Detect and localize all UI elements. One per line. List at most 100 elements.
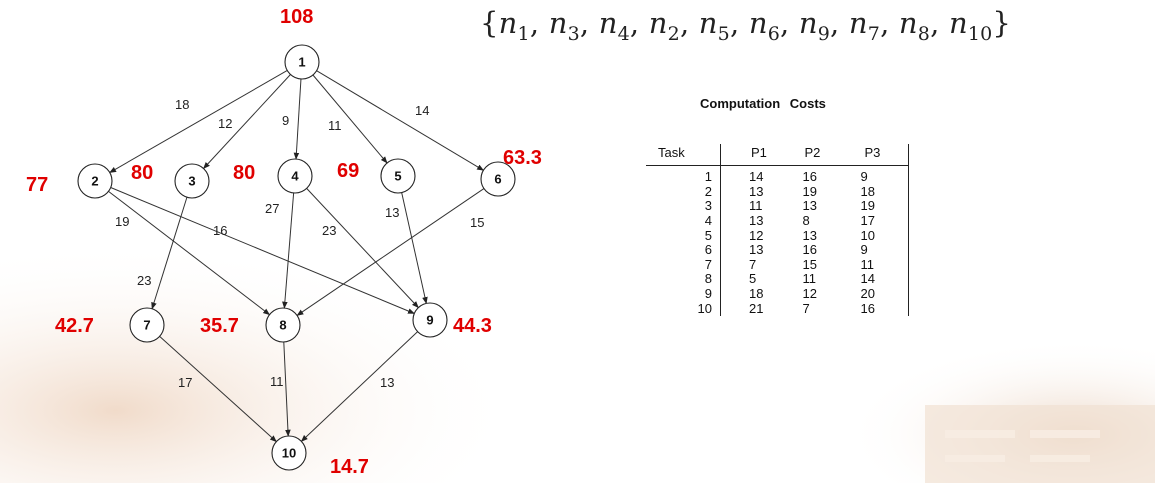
- header-task: Task: [646, 144, 721, 166]
- cell-p3: 14: [850, 272, 909, 287]
- cell-p3: 16: [850, 301, 909, 316]
- node-circle-2: [77, 163, 113, 199]
- table-row: 10 21 7 16: [646, 301, 909, 316]
- edge-weight-7-10: 17: [178, 375, 192, 390]
- set-close-brace: }: [992, 6, 1012, 40]
- edge-6-8: [296, 188, 485, 316]
- edge-7-10: [159, 336, 277, 443]
- cell-p2: 19: [802, 183, 817, 199]
- edge-weight-1-5: 11: [328, 118, 342, 133]
- edge-2-9: [110, 187, 415, 314]
- table-row: 2 13 19 18: [646, 185, 909, 200]
- node-7: 7: [129, 307, 165, 343]
- cell-p3: 9: [850, 243, 909, 258]
- rank-value-8: 35.7: [200, 315, 239, 337]
- edge-weight-3-7: 23: [137, 273, 151, 288]
- order-item-6: n6: [748, 6, 780, 45]
- table-row: 4 13 8 17: [646, 214, 909, 229]
- order-item-9: n9: [798, 6, 831, 45]
- node-1: 1: [284, 44, 320, 80]
- cell-p3: 20: [850, 287, 909, 302]
- rank-value-9: 44.3: [453, 315, 492, 337]
- cell-task: 4: [646, 214, 721, 229]
- edge-1-4: [293, 78, 302, 160]
- cell-p1: 14: [749, 169, 764, 185]
- edge-4-9: [306, 188, 419, 309]
- scheduling-order-formula: {n1, n3, n4, n2, n5, n6, n9, n7, n8, n10…: [480, 6, 1012, 45]
- table-row: 6 13 16 9: [646, 243, 909, 258]
- node-circle-7: [129, 307, 165, 343]
- edge-2-8: [108, 190, 271, 316]
- order-item-8: n8: [898, 6, 931, 45]
- node-circle-4: [277, 158, 313, 194]
- cell-p3: 19: [850, 199, 909, 214]
- computation-costs-title: Computation Costs: [700, 96, 826, 111]
- cell-task: 10: [646, 301, 721, 316]
- edge-3-7: [151, 197, 188, 310]
- cell-p1: 7: [749, 256, 757, 272]
- rank-value-10: 14.7: [330, 456, 369, 478]
- node-label-6: 6: [494, 172, 501, 187]
- table-row: 7 7 15 11: [646, 258, 909, 273]
- cell-p3: 11: [850, 258, 909, 273]
- table-row: 3 11 13 19: [646, 199, 909, 214]
- edge-4-8: [282, 192, 295, 309]
- cell-p2: 7: [802, 300, 810, 316]
- edge-weight-6-8: 15: [470, 215, 484, 230]
- cell-task: 7: [646, 258, 721, 273]
- table-row: 1 14 16 9: [646, 165, 909, 185]
- cell-p2: 8: [802, 213, 810, 229]
- header-p2: P2: [790, 144, 851, 166]
- node-label-4: 4: [291, 169, 299, 184]
- cell-task: 2: [646, 185, 721, 200]
- cell-p2: 15: [802, 256, 817, 272]
- cell-p3: 9: [850, 165, 909, 185]
- cell-p3: 10: [850, 228, 909, 243]
- rank-value-4: 80: [233, 162, 255, 184]
- rank-value-2: 77: [26, 174, 48, 196]
- cell-p2: 13: [802, 198, 817, 214]
- node-10: 10: [271, 435, 307, 471]
- edge-1-6: [316, 70, 485, 171]
- edge-weight-4-9: 23: [322, 223, 336, 238]
- cell-p1: 18: [749, 286, 764, 302]
- rank-value-3: 80: [131, 162, 153, 184]
- order-item-10: n10: [948, 6, 993, 45]
- order-item-4: n4: [598, 6, 630, 45]
- node-8: 8: [265, 307, 301, 343]
- node-label-8: 8: [279, 318, 286, 333]
- table-body: 1 14 16 9 2 13 19 18 3 11 13 19 4 13 8 17 5 12 13 10 6 13 16 9 7…: [646, 165, 909, 316]
- cell-p3: 18: [850, 185, 909, 200]
- cell-p1: 12: [749, 227, 764, 243]
- node-label-3: 3: [188, 174, 195, 189]
- edge-weight-1-2: 18: [175, 97, 189, 112]
- edge-weight-1-3: 12: [218, 116, 232, 131]
- nodes-layer: 12 3 4 5 67 8 910: [77, 44, 516, 471]
- cell-p1: 5: [749, 271, 757, 287]
- edge-5-9: [401, 192, 428, 305]
- edge-weight-8-10: 11: [270, 374, 284, 389]
- edge-weight-2-8: 19: [115, 214, 129, 229]
- edges-layer: 18 12 9 11 14 19 16 23 27 23 13 15 17 11 13: [108, 70, 485, 443]
- node-2: 2: [77, 163, 113, 199]
- node-3: 3: [174, 163, 210, 199]
- node-label-9: 9: [426, 313, 433, 328]
- rank-value-1: 108: [280, 6, 313, 28]
- cell-task: 6: [646, 243, 721, 258]
- edge-weight-4-8: 27: [265, 201, 279, 216]
- edge-weight-9-10: 13: [380, 375, 394, 390]
- cell-p2: 16: [802, 169, 817, 185]
- node-circle-9: [412, 302, 448, 338]
- edge-8-10: [283, 341, 291, 437]
- node-label-10: 10: [282, 446, 296, 461]
- order-item-3: n3: [548, 6, 580, 45]
- computation-cost-table: Task P1 P2 P3 1 14 16 9 2 13 19 18 3 11 13 19 4 13 8 17…: [646, 144, 909, 316]
- cell-task: 3: [646, 199, 721, 214]
- header-p1: P1: [720, 144, 791, 166]
- cell-p3: 17: [850, 214, 909, 229]
- cell-task: 9: [646, 287, 721, 302]
- node-label-7: 7: [143, 318, 150, 333]
- node-circle-3: [174, 163, 210, 199]
